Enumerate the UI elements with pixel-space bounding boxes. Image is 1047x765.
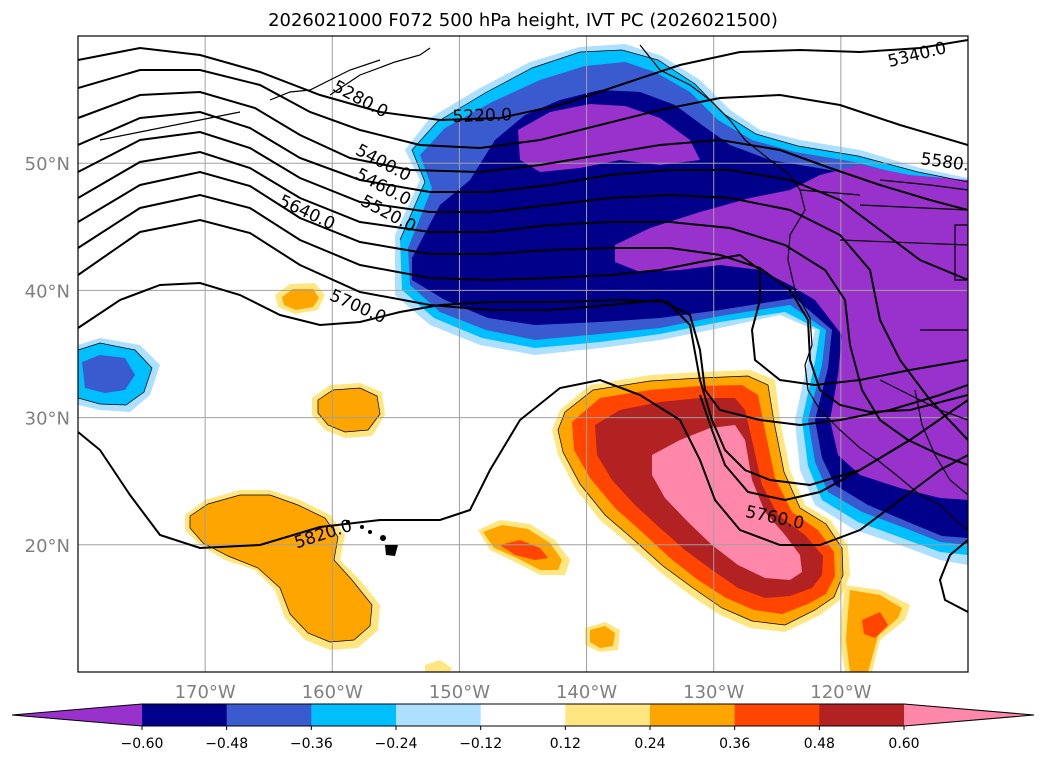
lat-tick-label-0: 20°N bbox=[25, 536, 70, 557]
colorbar-segment-1 bbox=[226, 704, 312, 726]
colorbar-tick-label-4: −0.12 bbox=[459, 736, 502, 752]
lon-tick-label-2: 150°W bbox=[429, 682, 490, 703]
lon-tick-label-0: 170°W bbox=[175, 682, 236, 703]
colorbar-tick-label-2: −0.36 bbox=[290, 736, 333, 752]
ivt-positive-region bbox=[185, 283, 910, 672]
lat-tick-label-2: 40°N bbox=[25, 281, 70, 302]
ivt-negative-region bbox=[78, 44, 968, 565]
colorbar-segment-0 bbox=[142, 704, 228, 726]
axis-labels: 170°W 160°W 150°W 140°W 130°W 120°W 20°N 30°N 40… bbox=[25, 154, 872, 703]
lon-tick-label-5: 120°W bbox=[810, 682, 871, 703]
shading-outlines bbox=[78, 49, 968, 643]
colorbar-segment-5 bbox=[565, 704, 651, 726]
colorbar-segment-2 bbox=[311, 704, 397, 726]
colorbar-tick-label-1: −0.48 bbox=[205, 736, 248, 752]
lat-tick-label-3: 50°N bbox=[25, 154, 70, 175]
colorbar-tick-label-7: 0.36 bbox=[719, 736, 750, 752]
colorbar-segment-4 bbox=[480, 704, 566, 726]
colorbar-tick-label-3: −0.24 bbox=[375, 736, 418, 752]
colorbar-tick-label-9: 0.60 bbox=[888, 736, 919, 752]
colorbar: −0.60 −0.48 −0.36 −0.24 −0.12 0.12 0.24 0.36 0.4… bbox=[11, 703, 1035, 752]
colorbar-tick-label-5: 0.12 bbox=[550, 736, 581, 752]
colorbar-segment-8 bbox=[819, 704, 905, 726]
colorbar-tick-label-8: 0.48 bbox=[804, 736, 835, 752]
map-frame bbox=[77, 35, 969, 673]
colorbar-segment-3 bbox=[396, 704, 482, 726]
lon-tick-label-4: 130°W bbox=[683, 682, 744, 703]
height-contours bbox=[78, 39, 968, 613]
colorbar-segment-7 bbox=[734, 704, 820, 726]
colorbar-extend-high bbox=[904, 704, 1034, 726]
lon-tick-label-1: 160°W bbox=[302, 682, 363, 703]
colorbar-extend-low bbox=[12, 704, 142, 726]
lon-tick-label-3: 140°W bbox=[556, 682, 617, 703]
map-area: 5220.05280.05340.05400.05460.05520.05580… bbox=[78, 36, 968, 672]
colorbar-segment-6 bbox=[650, 704, 736, 726]
chart-title: 2026021000 F072 500 hPa height, IVT PC (… bbox=[268, 10, 778, 31]
contour-label-0: 5220.0 bbox=[452, 105, 512, 127]
colorbar-tick-label-0: −0.60 bbox=[121, 736, 164, 752]
lat-tick-label-1: 30°N bbox=[25, 409, 70, 430]
coastlines bbox=[99, 44, 968, 531]
colorbar-tick-label-6: 0.24 bbox=[634, 736, 665, 752]
